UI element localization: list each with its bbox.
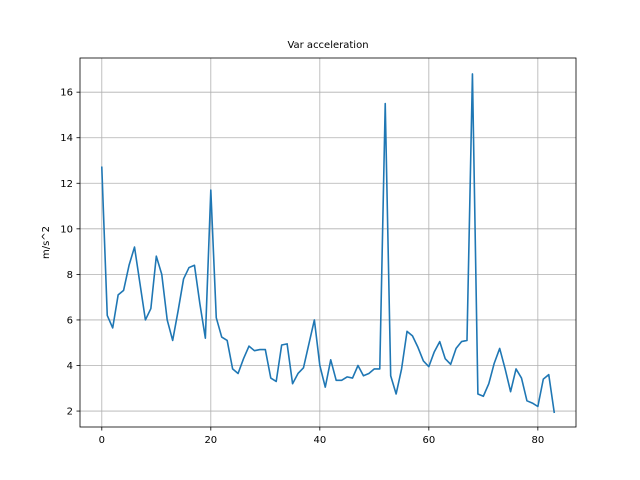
x-tick-label: 40	[313, 435, 326, 446]
x-tick-label: 20	[204, 435, 217, 446]
y-tick-label: 4	[67, 361, 73, 372]
y-tick-label: 2	[67, 407, 73, 418]
y-tick-label: 12	[60, 179, 73, 190]
y-tick-label: 14	[60, 133, 73, 144]
y-axis-label: m/s^2	[41, 226, 52, 259]
x-tick-label: 60	[422, 435, 435, 446]
y-tick-label: 8	[67, 270, 73, 281]
series-layer	[100, 73, 556, 414]
plot-frame	[79, 57, 577, 428]
chart-title: Var acceleration	[287, 40, 368, 51]
y-tick-label: 16	[60, 88, 73, 99]
x-tick-label: 80	[531, 435, 544, 446]
tick-layer: 0 20 40 60 80 2 4 6 8 10 12 14 16	[60, 88, 544, 446]
series-line	[100, 73, 556, 414]
y-tick-label: 6	[67, 315, 73, 326]
grid-layer	[80, 58, 576, 427]
x-tick-label: 0	[99, 435, 105, 446]
y-tick-label: 10	[60, 224, 73, 235]
